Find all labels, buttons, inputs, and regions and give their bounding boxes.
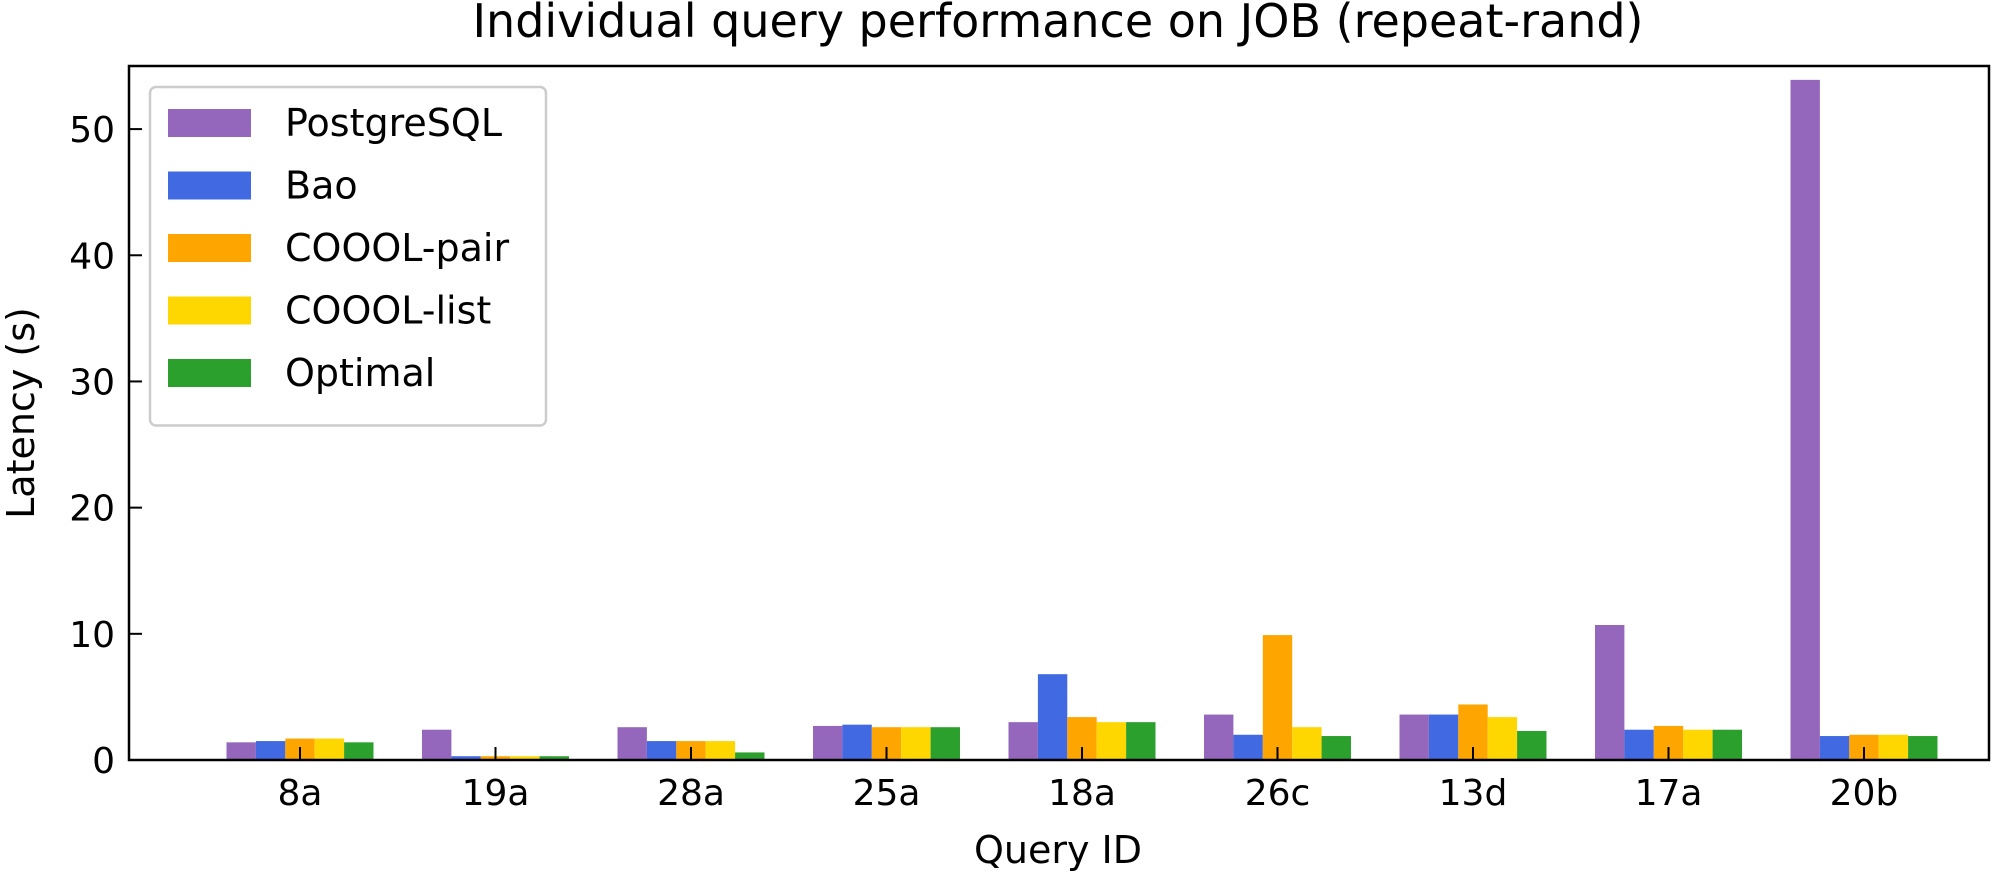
legend-swatch-bao (168, 171, 251, 200)
bar-bao-28a (646, 741, 677, 760)
bar-coool-list-20b (1878, 734, 1909, 760)
bar-coool-list-13d (1487, 717, 1518, 760)
bar-optimal-18a (1126, 722, 1156, 760)
x-tick-label-26c: 26c (1245, 773, 1311, 814)
bar-postgresql-20b (1790, 79, 1820, 760)
x-tick-label-20b: 20b (1830, 773, 1899, 814)
bar-postgresql-8a (226, 742, 256, 760)
plot-frame (127, 64, 1991, 762)
bar-bao-26c (1233, 734, 1263, 760)
bar-postgresql-25a (813, 725, 843, 760)
legend-label-bao: Bao (285, 164, 358, 208)
x-tick-label-25a: 25a (853, 773, 921, 814)
y-axis-label: Latency (s) (0, 307, 43, 519)
y-tick-label-40: 40 (69, 236, 115, 277)
bar-postgresql-13d (1399, 714, 1429, 760)
plot-area: 8a 19a 28a 25a 18a 26c 13d 17a 20b 0 10 20 30 40 50 (69, 79, 1938, 814)
bar-bao-8a (255, 741, 286, 760)
x-tick-label-13d: 13d (1439, 773, 1508, 814)
bar-bao-13d (1428, 714, 1459, 760)
bar-coool-list-18a (1096, 722, 1127, 760)
legend-swatch-coool-list (168, 296, 251, 325)
bar-optimal-25a (930, 727, 960, 760)
x-axis-label: Query ID (974, 828, 1142, 872)
bar-coool-list-17a (1683, 729, 1713, 760)
legend-label-coool-pair: COOOL-pair (285, 226, 509, 270)
bar-optimal-19a (539, 756, 569, 760)
bar-optimal-20b (1908, 736, 1938, 760)
y-tick-label-0: 0 (92, 741, 115, 782)
bar-optimal-26c (1321, 736, 1351, 760)
bar-coool-list-26c (1292, 727, 1322, 760)
legend-label-postgresql: PostgreSQL (285, 101, 502, 145)
bar-optimal-17a (1712, 729, 1742, 760)
bar-postgresql-19a (422, 729, 452, 760)
legend-label-coool-list: COOOL-list (285, 289, 491, 333)
bar-bao-25a (842, 724, 872, 760)
bar-bao-17a (1624, 729, 1654, 760)
bar-bao-19a (451, 756, 481, 760)
x-tick-label-19a: 19a (462, 773, 530, 814)
x-tick-label-28a: 28a (657, 773, 725, 814)
y-tick-label-50: 50 (69, 110, 115, 151)
bar-coool-list-19a (510, 756, 540, 760)
bar-optimal-13d (1517, 730, 1547, 760)
x-tick-label-8a: 8a (278, 773, 323, 814)
bar-coool-list-28a (705, 741, 736, 760)
bar-optimal-28a (735, 752, 765, 760)
legend-swatch-optimal (168, 359, 251, 387)
y-tick-label-20: 20 (69, 489, 115, 530)
bar-postgresql-18a (1008, 722, 1038, 760)
legend-swatch-postgresql (168, 109, 251, 137)
bar-optimal-8a (344, 742, 374, 760)
bar-coool-list-8a (314, 738, 345, 760)
bar-bao-20b (1819, 736, 1850, 760)
bar-coool-list-25a (901, 727, 931, 760)
chart-title: Individual query performance on JOB (rep… (472, 0, 1643, 48)
y-tick-label-30: 30 (69, 362, 115, 403)
y-tick-label-10: 10 (69, 615, 115, 656)
bar-coool-pair-26c (1262, 635, 1293, 760)
bar-postgresql-26c (1204, 714, 1234, 760)
legend: PostgreSQL Bao COOOL-pair COOOL-list Optimal (148, 85, 548, 427)
bar-postgresql-17a (1595, 624, 1625, 760)
legend-label-optimal: Optimal (285, 351, 435, 395)
x-tick-label-17a: 17a (1635, 773, 1703, 814)
bar-postgresql-28a (617, 727, 647, 760)
bar-bao-18a (1037, 674, 1068, 760)
x-tick-label-18a: 18a (1048, 773, 1116, 814)
legend-swatch-coool-pair (168, 234, 251, 262)
